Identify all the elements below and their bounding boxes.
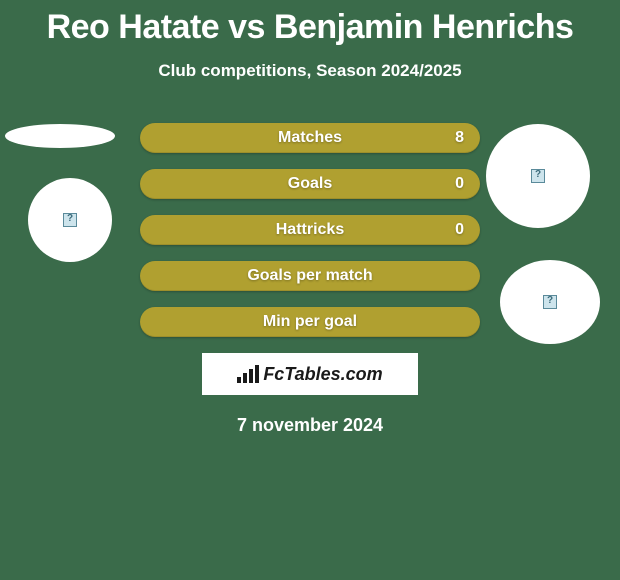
stat-label: Min per goal	[263, 307, 357, 337]
stat-label: Hattricks	[276, 215, 344, 245]
brand-text: FcTables.com	[263, 364, 382, 385]
stat-label: Goals	[288, 169, 332, 199]
stat-row-matches: Matches 8	[140, 123, 480, 153]
stat-value: 8	[455, 123, 464, 153]
subtitle: Club competitions, Season 2024/2025	[0, 61, 620, 81]
bar-chart-icon	[237, 365, 259, 383]
stat-row-goals: Goals 0	[140, 169, 480, 199]
stat-row-goals-per-match: Goals per match	[140, 261, 480, 291]
stats-container: Matches 8 Goals 0 Hattricks 0 Goals per …	[0, 123, 620, 436]
brand-box: FcTables.com	[202, 353, 418, 395]
stat-row-hattricks: Hattricks 0	[140, 215, 480, 245]
stat-value: 0	[455, 169, 464, 199]
stat-label: Matches	[278, 123, 342, 153]
date-text: 7 november 2024	[0, 415, 620, 436]
page-title: Reo Hatate vs Benjamin Henrichs	[0, 0, 620, 47]
stat-row-min-per-goal: Min per goal	[140, 307, 480, 337]
stat-value: 0	[455, 215, 464, 245]
stat-label: Goals per match	[247, 261, 372, 291]
